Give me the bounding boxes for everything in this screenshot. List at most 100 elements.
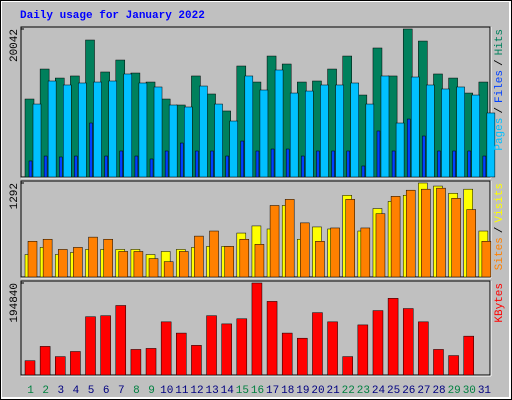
bar — [284, 199, 295, 278]
x-tick-label: 14 — [221, 385, 235, 397]
x-tick-label: 27 — [417, 385, 430, 397]
bar — [210, 150, 214, 178]
bar — [251, 282, 263, 376]
bar — [345, 199, 355, 278]
x-tick-label: 18 — [281, 385, 294, 397]
bar — [59, 156, 63, 178]
bar — [255, 150, 260, 178]
bar — [78, 82, 87, 178]
bar — [209, 230, 219, 278]
bar — [270, 148, 275, 178]
bar — [372, 310, 384, 376]
bar — [236, 318, 248, 376]
bar — [138, 82, 148, 178]
bar — [331, 150, 335, 178]
bar — [285, 148, 290, 178]
bar — [130, 349, 142, 376]
bar — [418, 321, 429, 376]
x-tick-label: 13 — [206, 385, 219, 397]
x-tick-label: 12 — [190, 385, 203, 397]
bar — [27, 241, 38, 278]
x-tick-label: 23 — [357, 385, 370, 397]
x-tick-label: 19 — [296, 385, 309, 397]
bar — [42, 238, 53, 278]
bar — [456, 86, 465, 178]
x-tick-label: 30 — [463, 385, 476, 397]
bar — [376, 130, 381, 178]
x-tick-label: 4 — [73, 385, 80, 397]
bar — [221, 323, 232, 376]
bar — [100, 315, 111, 376]
bar — [63, 84, 72, 178]
bar — [108, 80, 117, 178]
bar — [145, 348, 157, 376]
x-tick-label: 2 — [42, 385, 49, 397]
bar — [39, 346, 51, 376]
bar — [387, 298, 399, 376]
bar — [380, 75, 390, 178]
legend-entry: Visits — [494, 183, 506, 223]
bar — [194, 235, 204, 278]
bar — [315, 241, 325, 278]
bar — [104, 155, 108, 178]
bar — [184, 106, 193, 178]
bar — [43, 155, 48, 178]
bar — [422, 135, 426, 178]
bar — [168, 104, 178, 178]
bar — [300, 222, 310, 278]
bar — [259, 89, 269, 178]
bar — [149, 158, 154, 178]
bar — [482, 155, 487, 178]
bar — [350, 82, 359, 178]
bar — [441, 88, 450, 178]
bar — [274, 69, 284, 178]
bar — [134, 155, 139, 178]
legend: Pages / Files / Hits — [494, 29, 506, 151]
bar — [224, 246, 234, 278]
bar — [436, 187, 446, 278]
bar — [58, 249, 68, 278]
bar — [365, 103, 375, 178]
bar — [225, 155, 229, 178]
x-tick-label: 11 — [175, 385, 189, 397]
bar — [206, 315, 217, 376]
bar — [452, 150, 456, 178]
bar — [297, 337, 308, 376]
bar — [463, 335, 474, 376]
bar — [229, 120, 238, 178]
x-tick-label: 6 — [103, 385, 110, 397]
bar — [281, 332, 293, 376]
bar — [410, 76, 420, 178]
bar — [342, 356, 353, 376]
bar — [471, 94, 480, 178]
bar — [195, 150, 199, 178]
bar — [312, 312, 323, 376]
y-tick-label: 20042 — [9, 29, 21, 62]
x-tick-label: 8 — [133, 385, 140, 397]
bar — [448, 355, 459, 376]
bar — [123, 73, 133, 178]
bar — [70, 351, 81, 376]
legend-separator: / — [494, 227, 506, 234]
bar — [164, 150, 169, 178]
bar — [191, 345, 202, 376]
bar — [361, 165, 366, 178]
bar — [406, 118, 411, 178]
x-tick-label: 29 — [448, 385, 461, 397]
bar — [254, 244, 265, 278]
bar — [89, 122, 93, 178]
bar — [47, 80, 57, 178]
bar — [93, 81, 102, 178]
bar — [426, 84, 435, 178]
bar — [405, 189, 416, 278]
legend-entry: Sites — [494, 237, 506, 270]
legend: KBytes — [494, 283, 506, 323]
x-tick-label: 1 — [27, 385, 34, 397]
bar — [375, 213, 386, 278]
legend-entry: Pages — [494, 118, 506, 151]
bar — [115, 305, 127, 376]
bar — [360, 227, 371, 278]
legend-entry: Files — [494, 70, 506, 103]
x-tick-label: 25 — [387, 385, 400, 397]
